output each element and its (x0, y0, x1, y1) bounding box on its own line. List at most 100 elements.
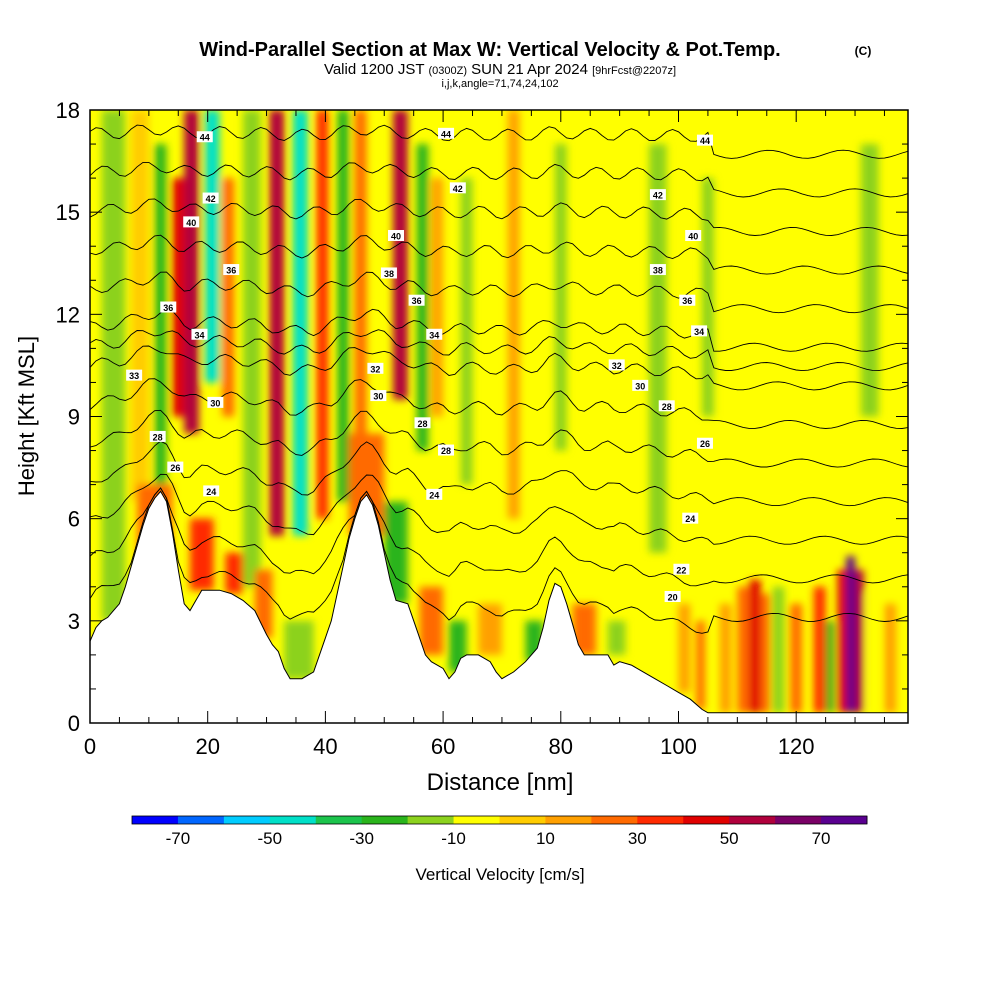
contour-label-5: 34 (191, 328, 208, 340)
contour-label-bg (696, 437, 713, 449)
contour-label-bg (679, 294, 696, 306)
w-cell-47 (825, 620, 835, 713)
contour-label-15: 36 (408, 294, 425, 306)
contour-label-26: 36 (679, 294, 696, 306)
theta-contour-22 (90, 487, 908, 587)
contour-label-bg (632, 379, 649, 391)
subtitle-date: SUN 21 Apr 2024 (471, 61, 588, 78)
theta-contour-33 (90, 329, 908, 372)
w-cell-27 (225, 552, 244, 594)
w-cell-12 (354, 110, 367, 485)
colorbar-tick-label: -10 (441, 829, 466, 848)
contour-label-bg (696, 134, 713, 146)
w-cell-2 (154, 144, 167, 485)
contour-label-text: 44 (200, 133, 210, 143)
w-cell-40 (719, 603, 732, 713)
w-cell-52 (884, 603, 897, 713)
x-axis-label: Distance [nm] (427, 769, 574, 796)
contour-label-24: 40 (685, 230, 702, 242)
contour-label-text: 28 (417, 419, 427, 429)
contour-label-text: 44 (441, 129, 451, 139)
theta-contour-24 (90, 473, 908, 545)
theta-contour-44 (90, 124, 908, 159)
w-cell-45 (790, 603, 803, 713)
subtitle-utc: (0300Z) (428, 65, 467, 77)
contour-label-text: 33 (129, 371, 139, 381)
contour-label-text: 30 (373, 392, 383, 402)
contour-label-text: 28 (441, 446, 451, 456)
contour-label-text: 32 (370, 364, 380, 374)
contour-label-text: 38 (653, 266, 663, 276)
contour-label-2: 40 (183, 216, 200, 228)
w-cell-39 (696, 620, 705, 710)
contour-label-bg (370, 390, 387, 402)
colorbar-swatch-5 (361, 816, 409, 824)
theta-contour-42 (90, 161, 908, 198)
contour-label-text: 36 (226, 266, 236, 276)
contour-label-34: 20 (664, 590, 681, 602)
colorbar-swatch-6 (407, 816, 455, 824)
w-cell-29 (284, 620, 314, 679)
contour-label-text: 30 (210, 398, 220, 408)
contour-label-bg (658, 400, 675, 412)
contour-label-32: 24 (682, 512, 699, 524)
contour-label-text: 42 (206, 194, 216, 204)
w-cell-7 (243, 110, 261, 587)
contour-label-text: 22 (676, 565, 686, 575)
w-cell-21 (702, 178, 714, 417)
w-cell-8 (269, 110, 285, 536)
y-tick-label: 15 (56, 200, 80, 225)
contour-label-text: 34 (694, 327, 704, 337)
w-cell-22 (749, 144, 767, 383)
contour-label-8: 28 (149, 430, 166, 442)
contour-label-bg (388, 230, 405, 242)
w-cell-46 (813, 586, 826, 713)
contour-label-bg (426, 328, 443, 340)
x-tick-label: 60 (431, 734, 455, 759)
contour-label-bg (685, 230, 702, 242)
colorbar-swatch-7 (453, 816, 500, 824)
contour-label-text: 28 (153, 432, 163, 442)
colorbar-swatch-14 (775, 816, 822, 824)
colorbar-swatch-4 (315, 816, 363, 824)
contour-label-11: 44 (438, 127, 455, 139)
contour-label-bg (126, 369, 143, 381)
contour-label-bg (207, 396, 224, 408)
w-cell-49 (846, 556, 856, 713)
contour-label-bg (426, 488, 443, 500)
contour-label-text: 36 (412, 296, 422, 306)
chart-indices: i,j,k,angle=71,74,24,102 (441, 78, 558, 90)
contour-label-0: 44 (196, 131, 213, 143)
w-cell-51 (866, 593, 879, 713)
x-tick-label: 100 (660, 734, 697, 759)
contour-label-23: 42 (649, 189, 666, 201)
colorbar: -70 -50 -30 -10 10 30 50 70 (131, 815, 868, 848)
y-tick-label: 9 (68, 405, 80, 430)
contour-label-bg (608, 359, 625, 371)
y-tick-label: 0 (68, 711, 80, 736)
theta-contour-26 (90, 440, 908, 507)
contour-label-30: 28 (658, 400, 675, 412)
contour-label-bg (438, 444, 455, 456)
w-cell-11 (337, 110, 349, 502)
x-tick-label: 40 (313, 734, 337, 759)
contour-label-22: 44 (696, 134, 713, 146)
x-tick-label: 80 (549, 734, 573, 759)
contour-label-27: 34 (691, 325, 708, 337)
contour-label-text: 42 (653, 191, 663, 201)
contour-label-3: 36 (223, 264, 240, 276)
contour-label-bg (202, 192, 219, 204)
contour-label-bg (203, 485, 220, 497)
contour-label-17: 32 (367, 362, 384, 374)
theta-contour-38 (90, 234, 908, 275)
contour-label-text: 24 (429, 490, 439, 500)
contour-label-bg (191, 328, 208, 340)
w-cell-18 (554, 144, 567, 451)
colorbar-frame (131, 815, 868, 825)
contour-label-text: 26 (700, 439, 710, 449)
w-cell-36 (572, 603, 597, 655)
theta-contours (90, 124, 908, 634)
w-cell-6 (222, 178, 235, 417)
